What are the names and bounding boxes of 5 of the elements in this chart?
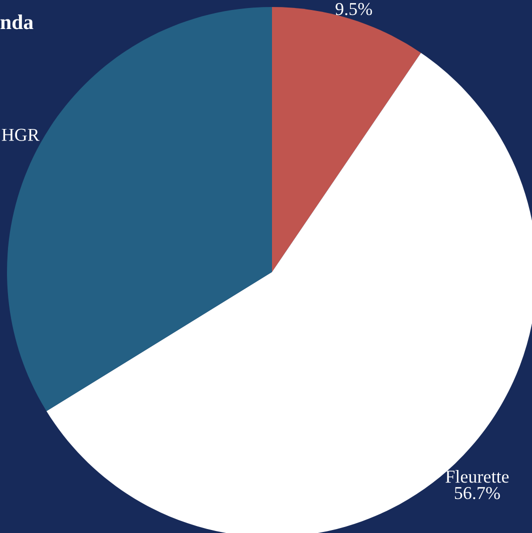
slice-label: Fleurette <box>446 470 509 483</box>
legend-title: nda <box>0 14 34 30</box>
data-label: 56.7% <box>454 486 500 500</box>
slice-label: HGR <box>2 128 40 141</box>
data-label: 9.5% <box>336 2 372 16</box>
